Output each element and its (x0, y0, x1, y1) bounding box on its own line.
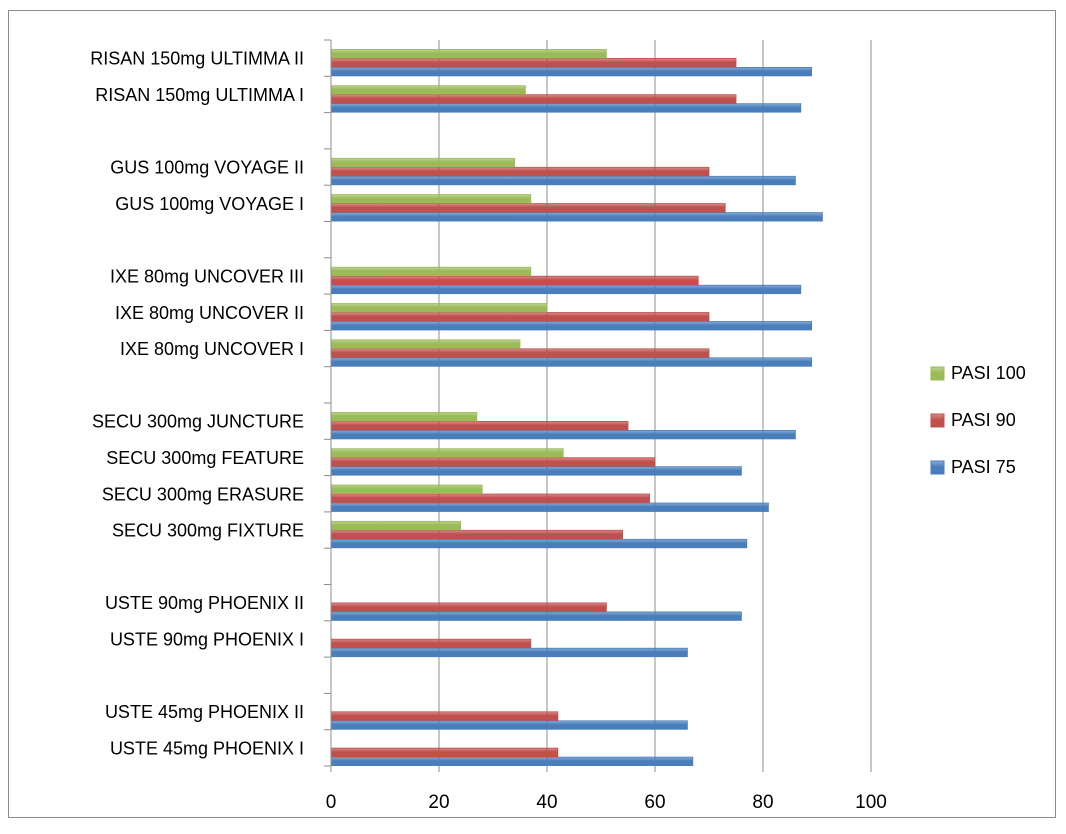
bar-pasi-75-risan-150mg-ultimma-i (330, 103, 802, 113)
legend-label-pasi-100: PASI 100 (951, 363, 1026, 383)
bar-pasi-90-risan-150mg-ultimma-i (330, 94, 737, 104)
tick-labels: 0 20 40 60 80 100 (326, 792, 887, 813)
bar-pasi-90-risan-150mg-ultimma-ii (330, 58, 737, 68)
legend-label-pasi-90: PASI 90 (951, 410, 1016, 430)
bar-pasi-75-gus-100mg-voyage-ii (330, 175, 796, 186)
bar-pasi-75-secu-300mg-feature (330, 466, 742, 476)
bar-pasi-75-secu-300mg-erasure (330, 502, 769, 512)
bars (330, 49, 823, 766)
category-label-secu-300mg-erasure: SECU 300mg ERASURE (102, 484, 304, 504)
legend: PASI 100 PASI 90 PASI 75 (930, 363, 1026, 477)
bar-pasi-75-ixe-80mg-uncover-ii (330, 321, 813, 331)
axes (324, 39, 872, 772)
bar-pasi-90-ixe-80mg-uncover-ii (330, 312, 710, 322)
bar-pasi-90-uste-45mg-phoenix-i (330, 747, 559, 757)
category-label-secu-300mg-fixture: SECU 300mg FIXTURE (112, 521, 304, 541)
bar-pasi-100-secu-300mg-feature (330, 448, 564, 458)
bar-pasi-100-ixe-80mg-uncover-i (330, 339, 521, 349)
bar-pasi-90-secu-300mg-juncture (330, 420, 629, 431)
bar-pasi-100-gus-100mg-voyage-ii (330, 157, 516, 168)
bar-pasi-90-gus-100mg-voyage-ii (330, 166, 710, 177)
category-label-uste-90mg-phoenix-ii: USTE 90mg PHOENIX II (105, 593, 304, 613)
bar-pasi-90-gus-100mg-voyage-i (330, 203, 726, 213)
x-tick-label-100: 100 (855, 792, 887, 813)
category-label-secu-300mg-juncture: SECU 300mg JUNCTURE (92, 412, 304, 432)
x-tick-label-40: 40 (536, 792, 557, 813)
category-label-ixe-80mg-uncover-iii: IXE 80mg UNCOVER III (110, 266, 304, 286)
bar-pasi-100-ixe-80mg-uncover-iii (330, 266, 532, 277)
x-tick-label-80: 80 (752, 792, 773, 813)
bar-pasi-75-risan-150mg-ultimma-ii (330, 67, 813, 77)
category-label-uste-45mg-phoenix-i: USTE 45mg PHOENIX I (110, 738, 304, 758)
category-label-risan-150mg-ultimma-ii: RISAN 150mg ULTIMMA II (90, 49, 304, 69)
bar-pasi-100-risan-150mg-ultimma-ii (330, 49, 607, 59)
legend-swatch-pasi-75 (930, 460, 945, 475)
category-label-secu-300mg-feature: SECU 300mg FEATURE (106, 448, 304, 468)
category-label-ixe-80mg-uncover-ii: IXE 80mg UNCOVER II (115, 303, 304, 323)
bar-pasi-90-uste-90mg-phoenix-ii (330, 602, 607, 612)
category-label-risan-150mg-ultimma-i: RISAN 150mg ULTIMMA I (95, 85, 304, 105)
category-label-gus-100mg-voyage-ii: GUS 100mg VOYAGE II (110, 158, 304, 178)
bar-pasi-75-uste-90mg-phoenix-i (330, 647, 688, 658)
category-label-gus-100mg-voyage-i: GUS 100mg VOYAGE I (115, 194, 304, 214)
bar-pasi-90-ixe-80mg-uncover-i (330, 348, 710, 358)
bar-pasi-100-ixe-80mg-uncover-ii (330, 303, 548, 313)
bar-pasi-90-secu-300mg-fixture (330, 529, 624, 540)
bar-pasi-100-secu-300mg-fixture (330, 520, 462, 531)
bar-pasi-90-secu-300mg-erasure (330, 493, 651, 503)
bar-pasi-90-ixe-80mg-uncover-iii (330, 275, 699, 286)
x-tick-label-60: 60 (644, 792, 665, 813)
bar-pasi-75-uste-45mg-phoenix-i (330, 756, 694, 766)
bar-pasi-75-ixe-80mg-uncover-i (330, 357, 813, 367)
x-tick-label-20: 20 (428, 792, 449, 813)
category-label-uste-90mg-phoenix-i: USTE 90mg PHOENIX I (110, 629, 304, 649)
bar-pasi-75-uste-90mg-phoenix-ii (330, 611, 742, 621)
legend-swatch-pasi-90 (930, 413, 945, 428)
bar-pasi-75-gus-100mg-voyage-i (330, 212, 823, 222)
bar-pasi-100-secu-300mg-juncture (330, 411, 478, 422)
bar-pasi-90-uste-90mg-phoenix-i (330, 638, 532, 649)
category-labels: USTE 45mg PHOENIX I USTE 45mg PHOENIX II U… (90, 49, 304, 759)
legend-swatch-pasi-100 (930, 366, 945, 381)
bar-pasi-75-ixe-80mg-uncover-iii (330, 284, 802, 295)
chart-frame (8, 10, 1056, 818)
bar-pasi-75-uste-45mg-phoenix-ii (330, 720, 688, 730)
category-label-uste-45mg-phoenix-ii: USTE 45mg PHOENIX II (105, 702, 304, 722)
bar-pasi-100-secu-300mg-erasure (330, 484, 483, 494)
bar-pasi-75-secu-300mg-juncture (330, 429, 796, 440)
bar-pasi-90-uste-45mg-phoenix-ii (330, 711, 559, 721)
bar-pasi-100-risan-150mg-ultimma-i (330, 85, 526, 95)
bar-pasi-75-secu-300mg-fixture (330, 538, 748, 549)
x-tick-label-0: 0 (326, 792, 337, 813)
bar-pasi-100-gus-100mg-voyage-i (330, 194, 532, 204)
legend-label-pasi-75: PASI 75 (951, 457, 1016, 477)
bar-pasi-90-secu-300mg-feature (330, 457, 656, 467)
category-label-ixe-80mg-uncover-i: IXE 80mg UNCOVER I (120, 339, 304, 359)
